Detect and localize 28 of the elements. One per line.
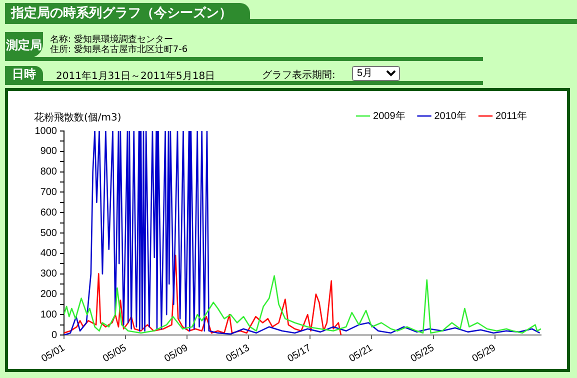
- y-tick-label: 400: [40, 248, 58, 260]
- y-axis-title: 花粉飛散数(個/m3): [34, 112, 122, 124]
- y-tick-label: 300: [40, 268, 58, 280]
- y-tick-label: 600: [40, 207, 58, 218]
- text: 日時: [5, 66, 43, 83]
- chart-title: 指定局の時系列グラフ（今シーズン）: [5, 3, 250, 24]
- period-select: 5月: [352, 66, 400, 81]
- legend-label: 2011年: [495, 110, 528, 122]
- y-tick-label: 0: [51, 330, 58, 341]
- y-tick-label: 500: [40, 228, 58, 239]
- x-tick-label: 05/29: [470, 342, 498, 365]
- legend-label: 2009年: [373, 110, 406, 122]
- x-tick-label: 05/13: [224, 342, 252, 365]
- y-tick-label: 200: [40, 288, 58, 300]
- x-tick-label: 05/01: [40, 342, 68, 365]
- y-tick-label: 1000: [34, 126, 58, 137]
- text: 住所: 愛知県名古屋市北区辻町7-6: [50, 45, 188, 56]
- x-tick-label: 05/09: [162, 342, 190, 365]
- y-tick-label: 800: [40, 166, 58, 178]
- legend-label: 2010年: [434, 110, 466, 122]
- x-tick-label: 05/21: [347, 342, 375, 365]
- text: グラフ表示期間:: [262, 68, 336, 82]
- y-tick-label: 100: [40, 309, 58, 320]
- text: 2011年1月31日～2011年5月18日: [56, 70, 216, 83]
- text: 測定局: [5, 32, 43, 58]
- y-tick-label: 700: [40, 186, 58, 198]
- y-tick-label: 900: [40, 146, 58, 158]
- text: 名称: 愛知県環境調査センター: [50, 35, 173, 45]
